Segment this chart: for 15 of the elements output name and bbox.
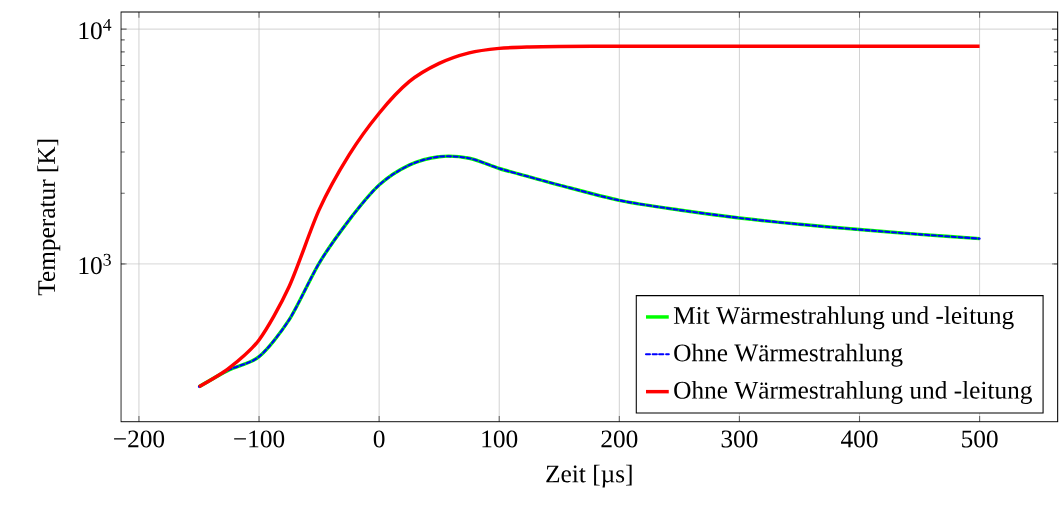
x-axis-title: Zeit [µs] — [546, 464, 632, 488]
x-tick-label: 100 — [482, 430, 518, 448]
legend-label: Ohne Wärmestrahlung — [674, 343, 903, 367]
y-axis-title: Temperatur [K] — [37, 139, 61, 296]
legend-label: Mit Wärmestrahlung und -leitung — [673, 306, 1014, 330]
legend-label: Ohne Wärmestrahlung und -leitung — [674, 381, 1032, 405]
x-tick-label: 500 — [962, 430, 998, 448]
y-tick-label: 10$^{4}$ — [79, 19, 112, 40]
x-tick-label: −200 — [114, 430, 165, 448]
x-tick-label: 400 — [841, 430, 878, 448]
x-tick-label: 0 — [373, 430, 385, 448]
y-tick-label: 10$^{3}$ — [79, 253, 111, 275]
x-tick-label: 300 — [721, 430, 758, 448]
x-tick-label: −100 — [234, 430, 285, 448]
x-tick-label: 200 — [601, 430, 638, 448]
